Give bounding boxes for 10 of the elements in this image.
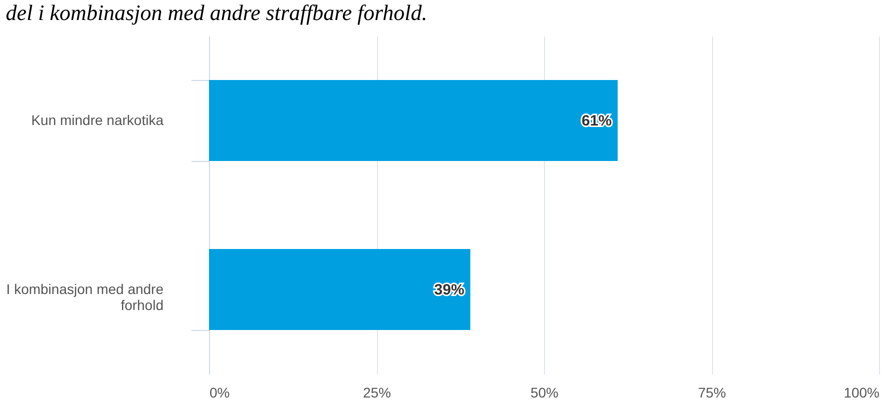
data-label: 39%	[434, 282, 464, 298]
x-tick-label: 100%	[844, 384, 880, 400]
data-label: 61%	[582, 112, 612, 130]
x-tick-label: 75%	[698, 384, 726, 400]
x-tick-label: 0%	[210, 384, 230, 400]
chart-title: del i kombinasjon med andre straffbare forhold.	[6, 0, 428, 25]
x-tick-label: 50%	[530, 384, 559, 400]
y-tick-label: I kombinasjon med andre forhold	[6, 281, 164, 313]
y-tick-label: Kun mindre narkotika	[31, 112, 164, 128]
x-tick-label: 25%	[362, 384, 392, 400]
